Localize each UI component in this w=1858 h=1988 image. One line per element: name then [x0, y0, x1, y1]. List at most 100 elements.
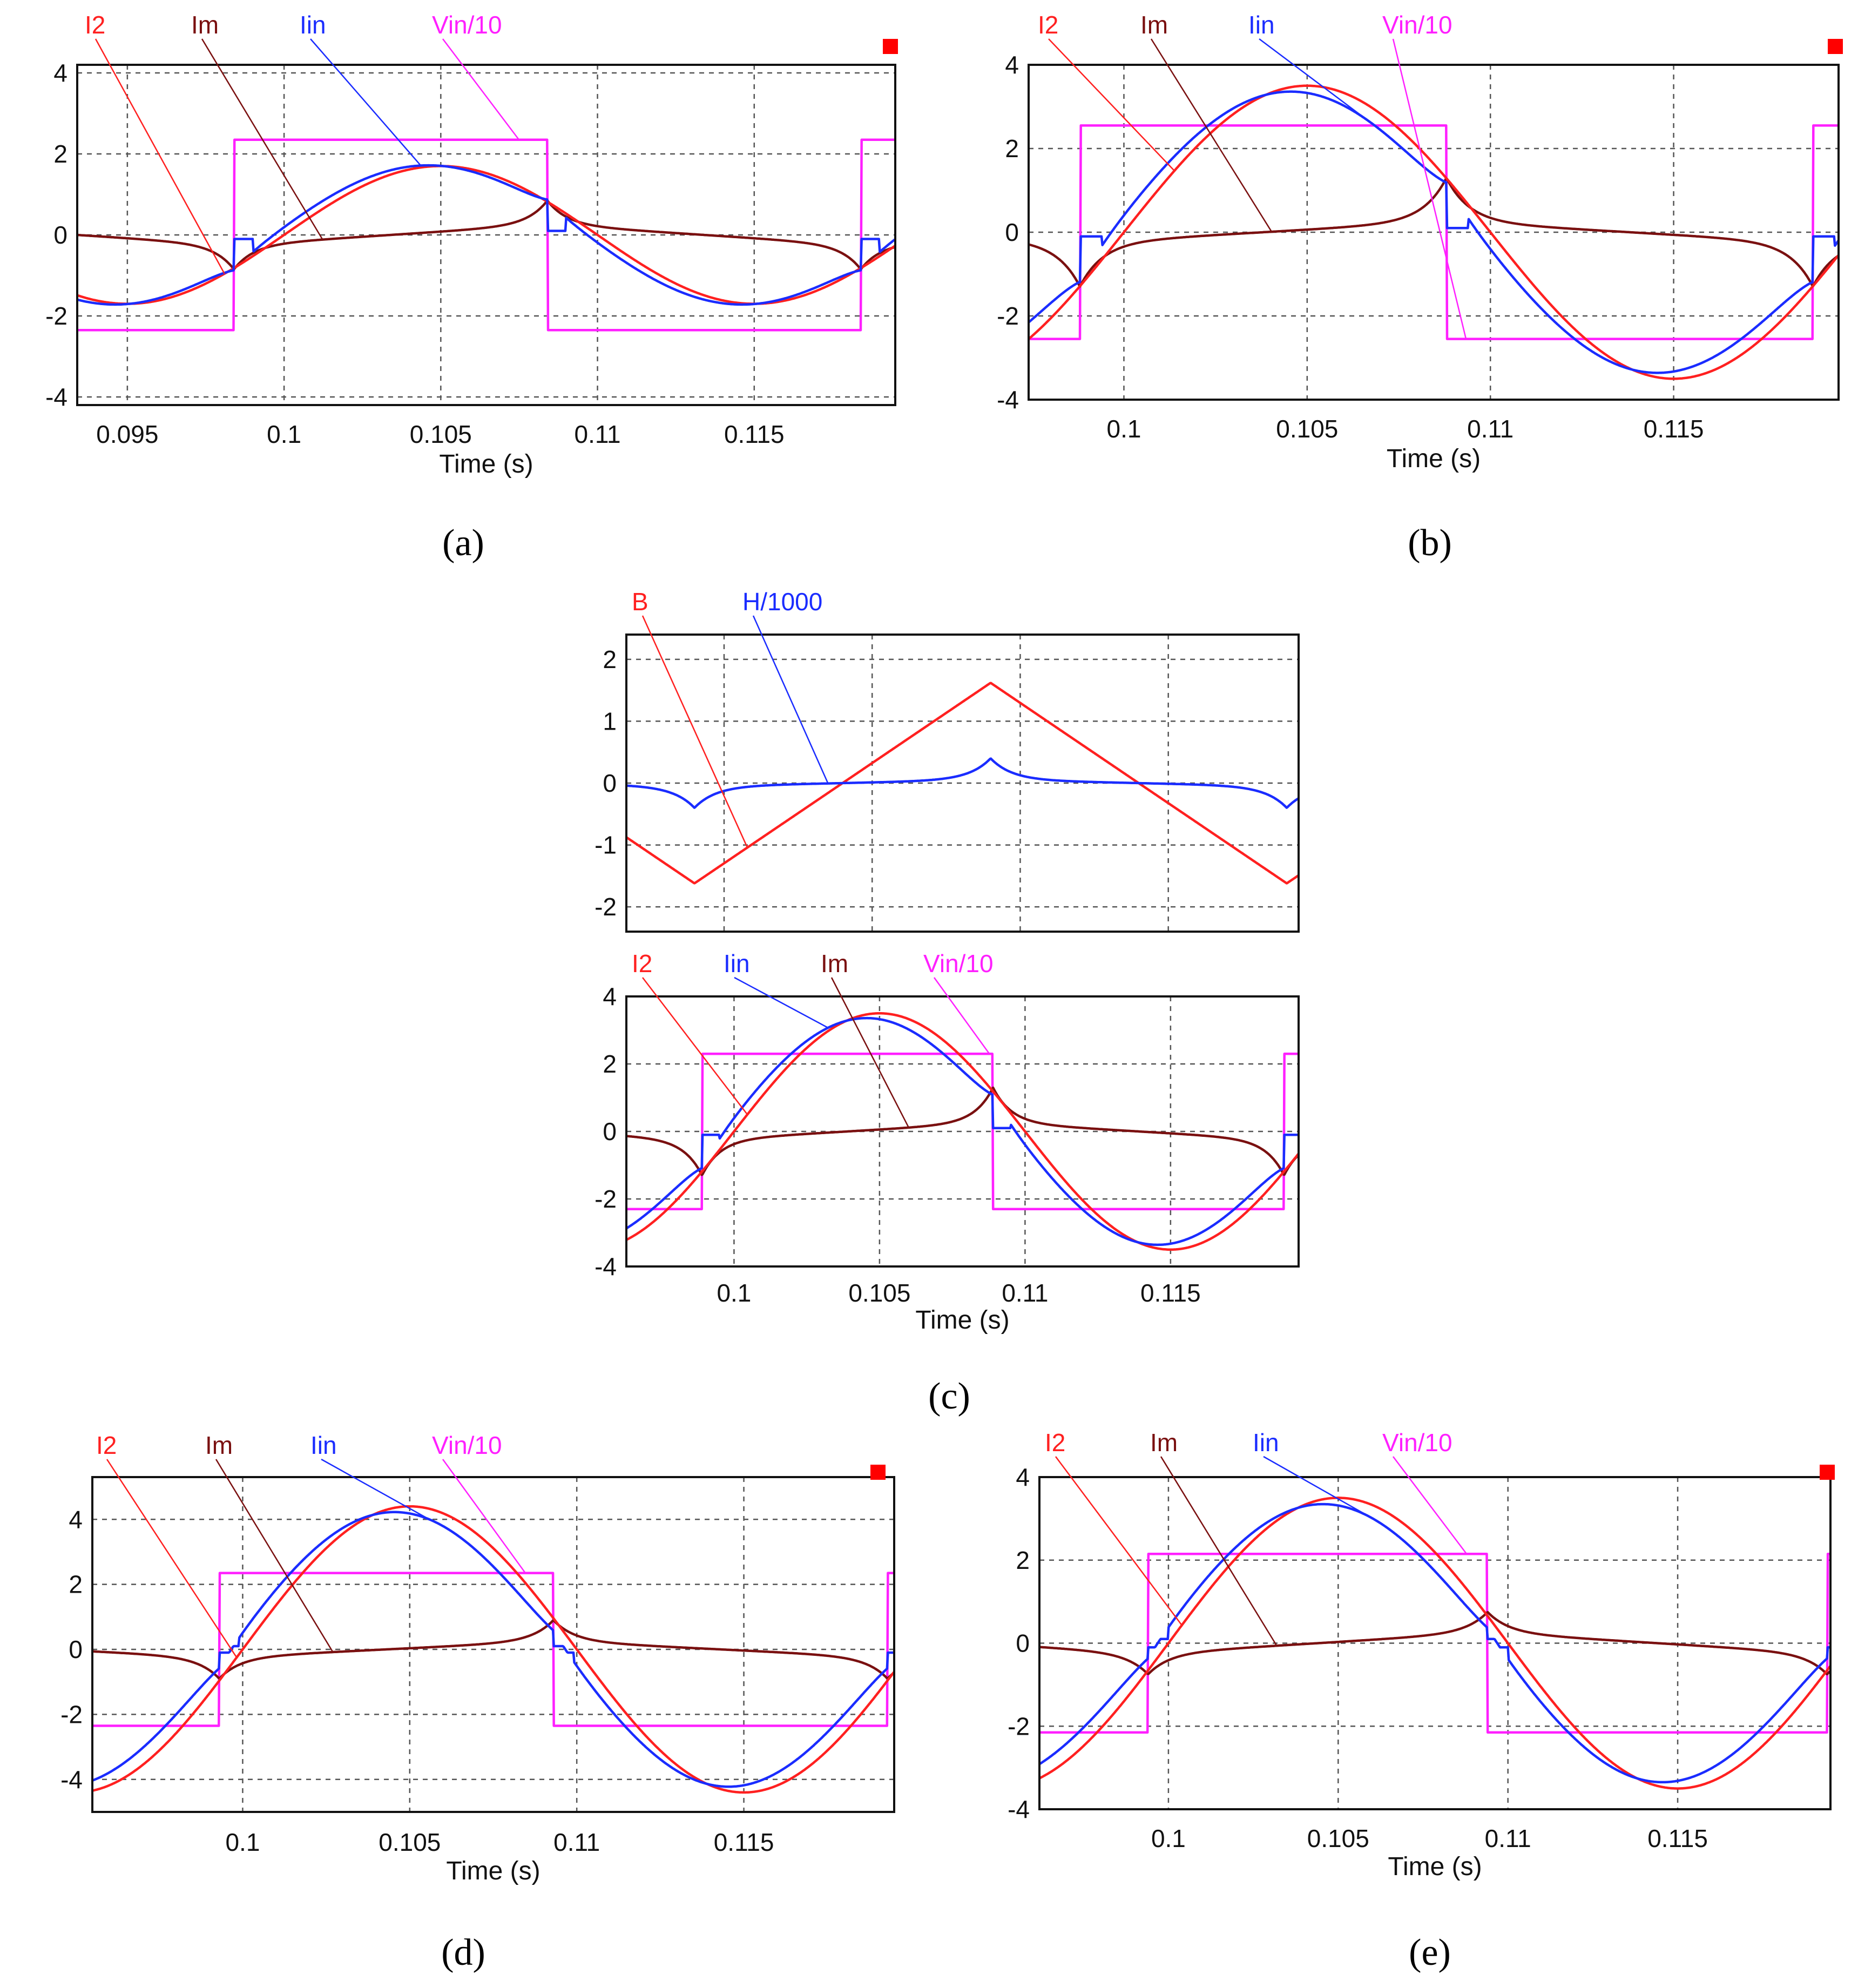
legend-label: Vin/10 — [432, 11, 502, 39]
plot-frame — [625, 634, 1300, 933]
legend-label: Im — [1140, 11, 1168, 39]
y-tick-label: -1 — [594, 831, 617, 859]
y-tick-label: -4 — [45, 383, 67, 411]
legend-leader-line — [1392, 38, 1467, 339]
legend-label: Iin — [300, 11, 326, 39]
chart-panel-c-bottom: -4 -2 0 2 4 0.1 0.105 0.11 0.115 Time (s) I2 Iin Im V… — [594, 949, 1300, 1335]
legend-label: H/1000 — [742, 588, 822, 616]
legend: I2 Im Iin Vin/10 — [85, 11, 520, 274]
legend-leader-line — [830, 977, 910, 1128]
series-im — [77, 199, 895, 271]
legend-leader-line — [442, 38, 520, 140]
y-tick-label: -4 — [594, 1252, 617, 1281]
series-i2 — [92, 1505, 894, 1794]
legend-label: Vin/10 — [1382, 11, 1452, 39]
series-i2 — [626, 1012, 1299, 1251]
legend-leader-line — [1055, 1456, 1183, 1626]
caption-a: (a) — [442, 522, 484, 564]
legend-leader-line — [94, 38, 225, 274]
y-tick-label: -2 — [45, 302, 67, 330]
grid — [77, 65, 895, 405]
legend-label: Im — [191, 11, 219, 39]
series-im — [1029, 177, 1839, 288]
marker-square — [1820, 1465, 1835, 1480]
x-tick-label: 0.11 — [553, 1828, 600, 1856]
x-tick-label: 0.1 — [1106, 415, 1141, 443]
legend-label: Iin — [724, 949, 750, 978]
x-tick-label: 0.1 — [225, 1828, 260, 1856]
legend-label: Iin — [310, 1431, 337, 1459]
legend-leader-line — [1263, 1455, 1372, 1519]
y-tick-label: -4 — [997, 386, 1019, 414]
legend-leader-line — [641, 615, 748, 848]
legend-leader-line — [752, 615, 829, 784]
legend-label: B — [632, 588, 648, 616]
y-tick-label: 0 — [603, 1117, 617, 1145]
series-vin-10 — [92, 1572, 894, 1727]
series-iin — [92, 1511, 894, 1788]
y-tick-label: 4 — [1016, 1463, 1030, 1491]
y-tick-label: -4 — [60, 1765, 83, 1794]
legend-leader-line — [201, 38, 323, 240]
legend-label: Im — [821, 949, 848, 978]
x-tick-label: 0.105 — [848, 1279, 910, 1307]
y-tick-label: -2 — [60, 1700, 83, 1728]
y-tick-label: 2 — [53, 140, 67, 168]
caption-b: (b) — [1408, 522, 1452, 564]
series-h-1000 — [626, 757, 1299, 809]
x-tick-label: 0.11 — [1467, 415, 1514, 443]
x-tick-label: 0.105 — [1276, 415, 1338, 443]
x-tick-label: 0.115 — [1140, 1279, 1201, 1307]
series-b — [626, 682, 1299, 885]
legend-leader-line — [1259, 38, 1369, 122]
y-tick-label: 4 — [603, 982, 617, 1010]
x-tick-label: 0.115 — [714, 1828, 774, 1856]
legend-leader-line — [215, 1459, 334, 1653]
marker-square — [1828, 39, 1843, 54]
marker-square — [870, 1465, 886, 1480]
y-tick-label: -2 — [594, 1185, 617, 1213]
x-tick-label: 0.11 — [1002, 1279, 1048, 1307]
x-tick-label: 0.115 — [724, 420, 785, 448]
legend-leader-line — [642, 977, 748, 1115]
plot-frame — [1028, 64, 1840, 401]
legend-leader-line — [1048, 38, 1175, 172]
caption-d: (d) — [441, 1932, 485, 1973]
chart-panel-c-top: -2 -1 0 1 2 B H/1000 — [594, 588, 1300, 933]
chart-panel-d: -4 -2 0 2 4 0.1 0.105 0.11 0.115 Time (s) I2 Im Iin V… — [60, 1431, 895, 1885]
legend: I2 Iin Im Vin/10 — [632, 949, 994, 1128]
legend-label: I2 — [96, 1431, 117, 1459]
legend: B H/1000 — [632, 588, 829, 848]
series-i2 — [1039, 1497, 1830, 1790]
y-tick-label: 2 — [1005, 134, 1019, 163]
series-im — [1039, 1610, 1830, 1676]
plot-frame — [625, 995, 1300, 1268]
legend-label: Vin/10 — [1382, 1428, 1452, 1457]
x-tick-label: 0.115 — [1647, 1824, 1708, 1852]
series-vin-10 — [626, 1053, 1299, 1211]
series-i2 — [1029, 84, 1839, 380]
grid — [626, 635, 1299, 932]
y-tick-label: 1 — [603, 707, 617, 735]
y-tick-label: 0 — [53, 221, 67, 249]
x-axis-label: Time (s) — [439, 450, 533, 479]
legend-leader-line — [1150, 38, 1273, 232]
x-tick-label: 0.105 — [410, 420, 472, 448]
legend-leader-line — [310, 38, 422, 166]
y-tick-label: 0 — [69, 1635, 83, 1663]
x-axis-label: Time (s) — [1387, 444, 1481, 473]
plot-frame — [91, 1476, 895, 1813]
x-tick-label: 0.11 — [1485, 1824, 1531, 1852]
legend-leader-line — [321, 1458, 430, 1520]
legend-label: Vin/10 — [923, 949, 994, 978]
x-tick-label: 0.105 — [379, 1828, 441, 1856]
y-tick-label: -2 — [594, 893, 617, 921]
legend-label: I2 — [85, 11, 105, 39]
legend: I2 Im Iin Vin/10 — [96, 1431, 526, 1658]
x-tick-label: 0.105 — [1307, 1824, 1369, 1852]
legend-label: I2 — [1038, 11, 1058, 39]
series-iin — [77, 164, 895, 306]
legend-leader-line — [106, 1459, 238, 1658]
plot-frame — [1038, 1476, 1832, 1810]
